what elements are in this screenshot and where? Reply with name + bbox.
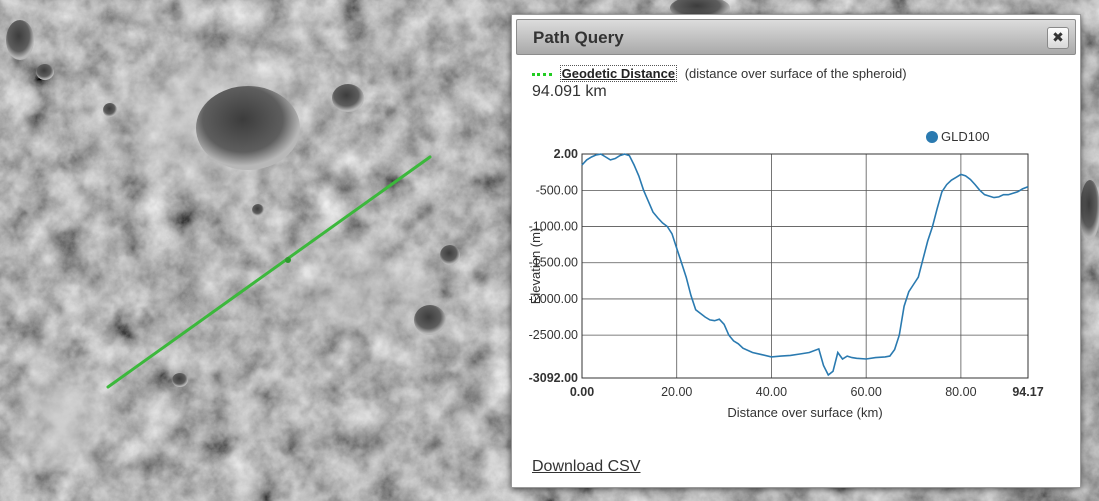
chart-grid [581,153,1029,379]
path-line[interactable] [106,155,432,389]
close-icon: ✖ [1052,30,1064,46]
y-axis-label: Elevation (m) [528,228,543,305]
path-legend-swatch [532,73,552,77]
distance-note: (distance over surface of the spheroid) [684,66,907,81]
y-tick-label: -500.00 [536,183,578,197]
y-tick-label: -1500.00 [529,256,578,270]
x-tick-label: 0.00 [570,385,594,399]
x-tick-labels: 0.00 20.00 40.00 60.00 80.00 94.17 [570,385,1044,399]
elevation-chart[interactable]: 2.00 -500.00 -1000.00 -1500.00 -2000.00 -2500… [524,115,1044,435]
path-midpoint[interactable] [285,257,291,263]
distance-row: Geodetic Distance (distance over surface… [532,65,907,82]
x-tick-label: 20.00 [661,385,692,399]
path-query-panel: Path Query ✖ Geodetic Distance (distance… [511,14,1081,488]
x-tick-label: 80.00 [945,385,976,399]
crater [332,84,364,112]
crater [414,305,446,335]
y-tick-label: -2000.00 [529,292,578,306]
crater [1080,180,1099,240]
geodetic-distance-label[interactable]: Geodetic Distance [559,65,678,82]
y-tick-label: -1000.00 [529,220,578,234]
crater [172,373,188,387]
crater [440,245,460,265]
legend-marker-gld100[interactable] [926,131,938,143]
distance-value: 94.091 km [532,83,607,100]
series-line-gld100[interactable] [581,153,1029,377]
x-tick-label: 94.17 [1012,385,1043,399]
x-tick-label: 40.00 [756,385,787,399]
close-button[interactable]: ✖ [1047,27,1069,49]
bright-highland [0,350,120,490]
x-axis-label: Distance over surface (km) [727,405,882,420]
legend-label-gld100[interactable]: GLD100 [941,129,989,144]
panel-title: Path Query [533,28,624,47]
y-tick-label: -2500.00 [529,328,578,342]
crater [6,20,34,60]
bright-highland [250,220,470,360]
large-crater [196,86,300,170]
y-tick-label: 2.00 [554,147,578,161]
panel-titlebar[interactable]: Path Query ✖ [516,19,1076,55]
y-tick-labels: 2.00 -500.00 -1000.00 -1500.00 -2000.00 -2500… [529,147,578,385]
x-tick-label: 60.00 [851,385,882,399]
crater [36,64,54,80]
y-tick-label: -3092.00 [529,371,578,385]
plot-frame [581,153,1029,379]
crater [252,204,264,216]
crater [103,103,117,117]
download-csv-link[interactable]: Download CSV [532,458,641,475]
